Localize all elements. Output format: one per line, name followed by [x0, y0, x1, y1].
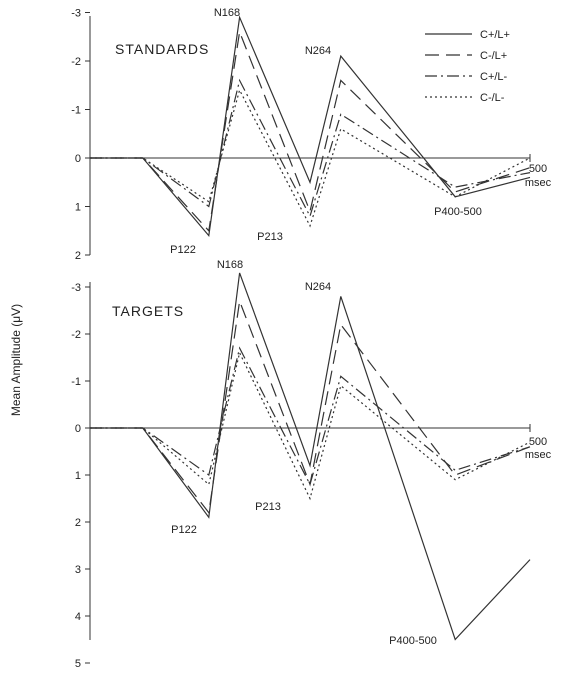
peak-label-n264-targets: N264: [305, 281, 331, 293]
peak-label-p122-targets: P122: [171, 524, 197, 536]
y-tick-label: 3: [75, 564, 81, 576]
series-line-1-2: [90, 346, 531, 487]
series-line-0-1: [90, 29, 531, 233]
x-axis-end-label: 500: [529, 163, 547, 175]
legend: C+/L+ C-/L+ C+/L- C-/L-: [425, 29, 510, 104]
peak-label-p400-targets: P400-500: [389, 635, 437, 647]
y-tick-label: -2: [71, 329, 81, 341]
y-tick-label: 0: [75, 423, 81, 435]
y-tick-label: -1: [71, 105, 81, 117]
y-tick-label: -3: [71, 282, 81, 294]
series-line-0-3: [90, 88, 531, 228]
y-tick-label: -1: [71, 376, 81, 388]
peak-label-p213-standards: P213: [257, 231, 283, 243]
x-axis-unit-label: msec: [525, 177, 552, 189]
y-tick-label: 0: [75, 153, 81, 165]
y-tick-label: 4: [75, 611, 81, 623]
peak-label-n168-targets: N168: [217, 259, 243, 271]
peak-label-p122-standards: P122: [170, 244, 196, 256]
y-tick-label: 1: [75, 202, 81, 214]
series-line-1-3: [90, 351, 531, 501]
peak-label-n168-standards: N168: [214, 7, 240, 19]
peak-label-n264-standards: N264: [305, 45, 331, 57]
y-axis-title: Mean Amplitude (μV): [9, 304, 23, 416]
x-axis-end-label: 500: [529, 436, 547, 448]
peak-label-p400-standards: P400-500: [434, 206, 482, 218]
legend-label-2: C+/L-: [480, 71, 508, 83]
peak-label-p213-targets: P213: [255, 501, 281, 513]
legend-label-3: C-/L-: [480, 92, 505, 104]
panel-title-standards: STANDARDS: [115, 41, 209, 57]
y-tick-label: -3: [71, 8, 81, 20]
x-axis-unit-label: msec: [525, 449, 552, 461]
y-tick-label: -2: [71, 56, 81, 68]
series-line-1-1: [90, 298, 531, 515]
panel-title-targets: TARGETS: [112, 303, 184, 319]
y-tick-label: 2: [75, 517, 81, 529]
y-tick-label: 1: [75, 470, 81, 482]
y-tick-label: 5: [75, 658, 81, 670]
series-line-0-2: [90, 78, 531, 218]
legend-label-1: C-/L+: [480, 50, 507, 62]
legend-label-0: C+/L+: [480, 29, 510, 41]
y-tick-label: 2: [75, 250, 81, 262]
series-line-1-0: [90, 272, 531, 641]
